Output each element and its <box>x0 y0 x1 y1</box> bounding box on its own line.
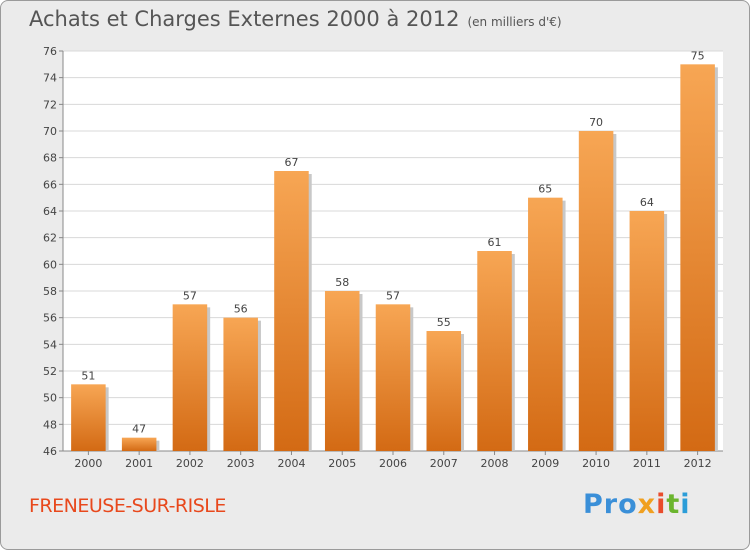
y-tick-label: 62 <box>43 232 57 245</box>
y-tick-label: 46 <box>43 445 57 458</box>
x-tick-label: 2003 <box>227 457 255 470</box>
bar <box>680 64 715 452</box>
bar <box>223 317 258 451</box>
x-tick-label: 2005 <box>328 457 356 470</box>
y-tick-label: 70 <box>43 125 57 138</box>
y-tick-label: 74 <box>43 72 57 85</box>
bar <box>324 291 360 451</box>
y-tick-label: 64 <box>43 205 57 218</box>
bar <box>375 304 411 451</box>
x-tick-label: 2001 <box>125 457 153 470</box>
y-tick-label: 76 <box>43 45 57 58</box>
bar <box>578 131 614 451</box>
y-tick-label: 60 <box>43 258 57 271</box>
x-tick-label: 2008 <box>481 457 509 470</box>
bar <box>629 211 665 451</box>
data-label: 51 <box>81 369 95 382</box>
data-label: 67 <box>284 156 298 169</box>
y-tick-label: 66 <box>43 178 57 191</box>
x-tick-label: 2012 <box>684 457 712 470</box>
town-name: FRENEUSE-SUR-RISLE <box>29 495 226 517</box>
y-tick-label: 68 <box>43 152 57 165</box>
data-label: 58 <box>335 276 349 289</box>
y-tick-label: 50 <box>43 392 57 405</box>
logo-part: x <box>637 489 657 520</box>
x-tick-label: 2011 <box>633 457 661 470</box>
bar <box>172 304 208 451</box>
bar <box>121 437 157 451</box>
x-tick-label: 2010 <box>582 457 610 470</box>
bar <box>426 331 462 451</box>
y-tick-label: 72 <box>43 98 57 111</box>
x-tick-label: 2004 <box>277 457 305 470</box>
data-label: 65 <box>538 183 552 196</box>
data-label: 56 <box>234 303 248 316</box>
data-label: 61 <box>488 236 502 249</box>
x-tick-label: 2006 <box>379 457 407 470</box>
logo-part: i <box>680 489 691 520</box>
chart-title-block: Achats et Charges Externes 2000 à 2012 (e… <box>29 7 562 31</box>
data-label: 57 <box>386 289 400 302</box>
logo-part: Pro <box>583 489 638 520</box>
x-tick-label: 2009 <box>531 457 559 470</box>
logo-part: t <box>666 489 681 520</box>
data-label: 57 <box>183 289 197 302</box>
data-label: 75 <box>691 49 705 62</box>
logo-part: i <box>656 489 667 520</box>
y-tick-label: 52 <box>43 365 57 378</box>
y-tick-label: 58 <box>43 285 57 298</box>
data-label: 47 <box>132 423 146 436</box>
y-tick-label: 54 <box>43 338 57 351</box>
y-tick-label: 48 <box>43 418 57 431</box>
bar <box>528 197 563 451</box>
chart-title: Achats et Charges Externes 2000 à 2012 <box>29 7 460 31</box>
x-tick-label: 2000 <box>74 457 102 470</box>
proxiti-logo: Proxiti <box>583 489 691 520</box>
x-tick-label: 2002 <box>176 457 204 470</box>
chart-subtitle: (en milliers d'€) <box>467 15 562 29</box>
bar <box>71 384 106 451</box>
data-label: 55 <box>437 316 451 329</box>
x-tick-label: 2007 <box>430 457 458 470</box>
bar <box>274 171 309 451</box>
bar <box>477 251 512 451</box>
y-tick-label: 56 <box>43 312 57 325</box>
data-label: 64 <box>640 196 654 209</box>
data-label: 70 <box>589 116 603 129</box>
